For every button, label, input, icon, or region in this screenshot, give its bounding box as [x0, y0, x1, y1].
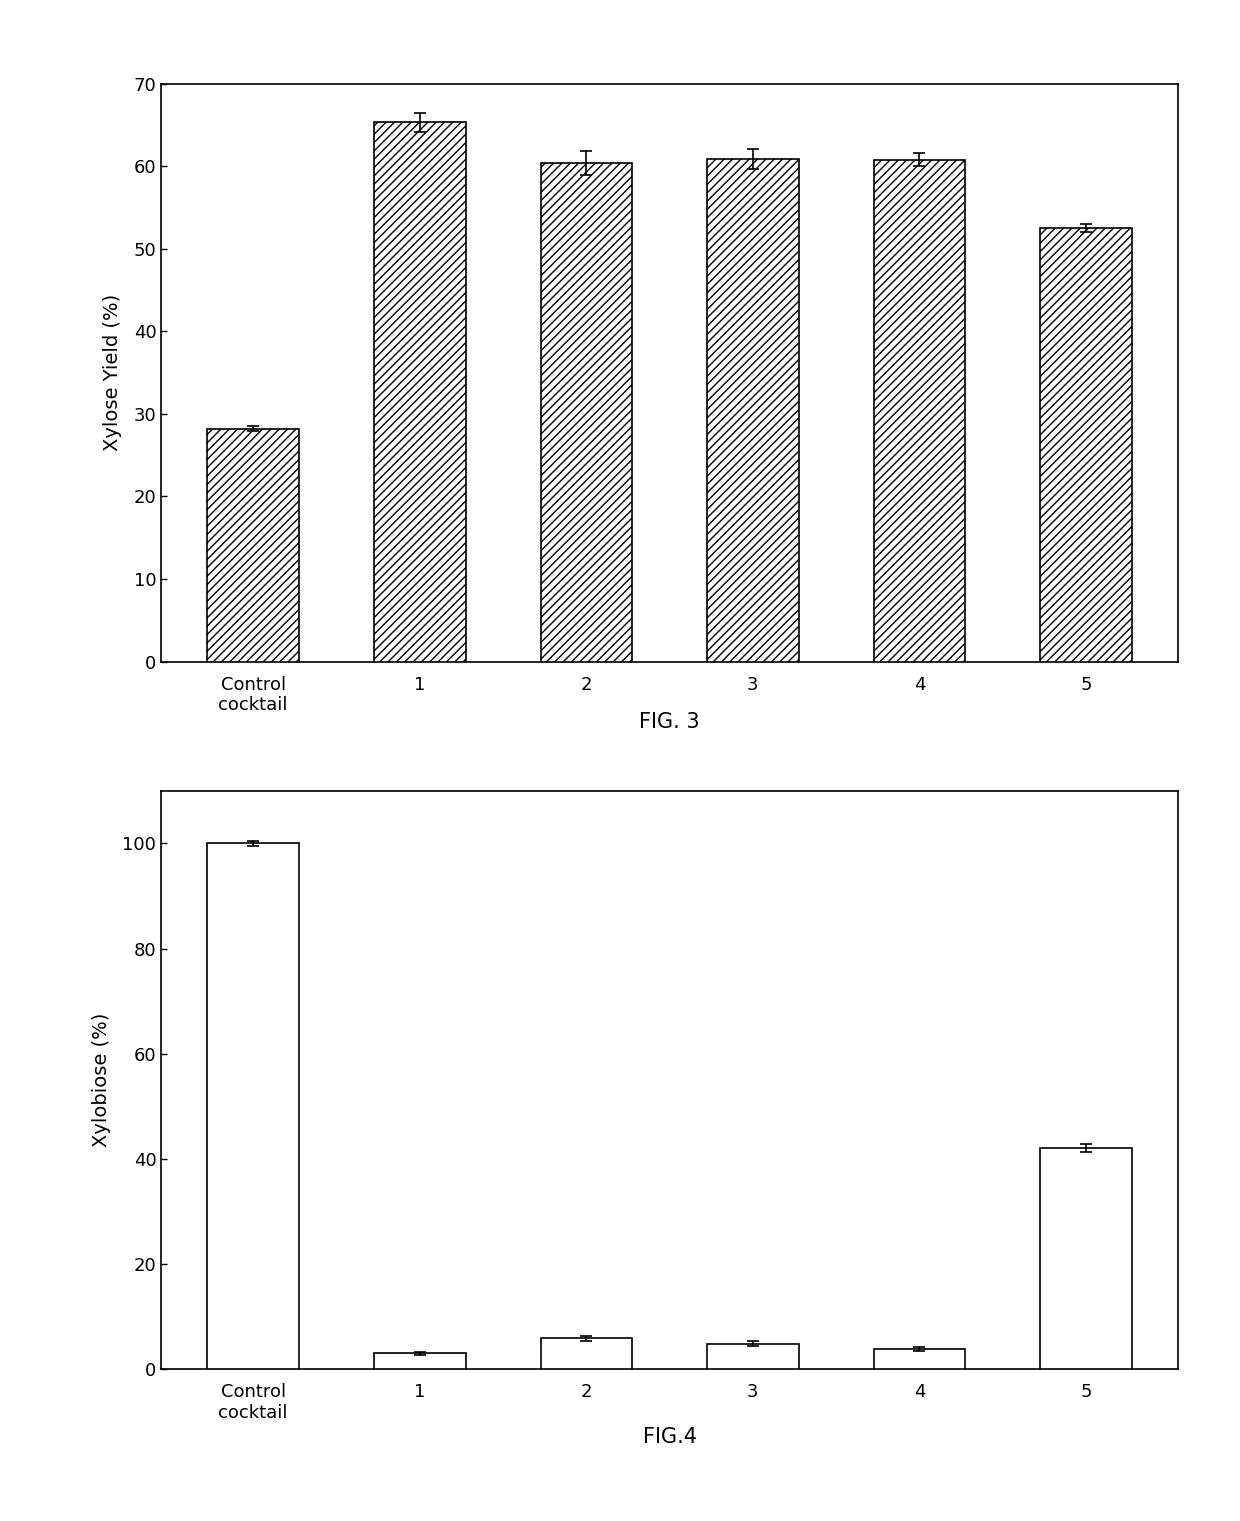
Text: FIG.4: FIG.4 — [642, 1427, 697, 1448]
Bar — [541, 163, 632, 662]
Text: FIG. 3: FIG. 3 — [640, 712, 699, 733]
Bar — [374, 123, 465, 662]
Bar — [707, 158, 799, 662]
Bar — [874, 160, 965, 662]
Y-axis label: Xylose Yield (%): Xylose Yield (%) — [103, 294, 123, 452]
Bar — [207, 429, 299, 662]
Bar — [374, 1354, 465, 1369]
Bar — [1040, 228, 1132, 662]
Bar — [541, 1338, 632, 1369]
Bar — [207, 844, 299, 1369]
Bar — [707, 1343, 799, 1369]
Bar — [874, 1349, 965, 1369]
Y-axis label: Xylobiose (%): Xylobiose (%) — [92, 1013, 112, 1147]
Bar — [1040, 1148, 1132, 1369]
